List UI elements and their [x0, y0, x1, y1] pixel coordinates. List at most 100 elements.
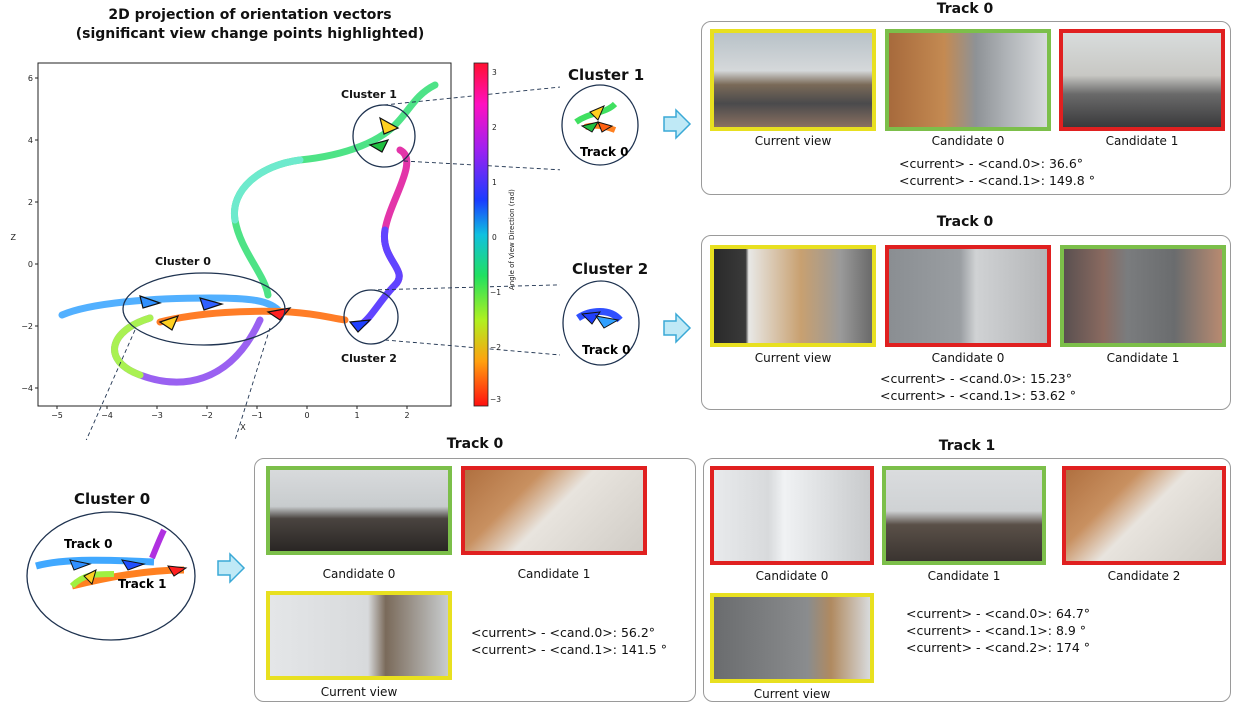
zoom-cluster0-track0: Track 0 — [64, 537, 113, 551]
x-tick: −2 — [201, 411, 213, 420]
zoom-cluster1-title: Cluster 1 — [568, 66, 645, 84]
y-axis-label: Z — [11, 233, 17, 242]
cbar-tick: 3 — [492, 68, 497, 77]
thumb-candidate-0 — [885, 29, 1051, 131]
trajectory-lower-b — [111, 314, 154, 379]
cluster-0-label: Cluster 0 — [155, 255, 211, 268]
x-axis: −5 −4 −3 −2 −1 0 1 2 X — [51, 406, 410, 432]
colorbar-label: Angle of View Direction (rad) — [508, 189, 516, 290]
x-tick: 2 — [404, 411, 409, 420]
thumb-current-view — [266, 591, 452, 680]
thumb-candidate-1 — [882, 466, 1046, 565]
thumb-candidate-0 — [266, 466, 452, 555]
x-tick: −4 — [101, 411, 113, 420]
next-arrow-icon — [663, 312, 692, 344]
panel-3: Candidate 0 Candidate 1 Current view <cu… — [254, 458, 696, 702]
zoom-cluster0: Track 0 Track 1 — [26, 511, 196, 641]
x-tick: −5 — [51, 411, 63, 420]
y-tick: 2 — [28, 198, 33, 207]
next-arrow-icon — [217, 552, 246, 584]
caption-candidate-0: Candidate 0 — [322, 567, 396, 581]
zoom-cluster2: Track 0 — [562, 280, 640, 366]
trajectories — [58, 81, 439, 386]
panel-2-title: Track 0 — [936, 214, 994, 230]
thumb-candidate-0 — [710, 466, 874, 565]
caption-current-view: Current view — [320, 685, 398, 699]
cluster-1-label: Cluster 1 — [341, 88, 397, 101]
caption-candidate-0: Candidate 0 — [931, 134, 1005, 148]
colorbar — [473, 62, 489, 407]
thumb-current-view — [710, 593, 874, 683]
zoom-cluster2-track: Track 0 — [582, 343, 631, 357]
angle-diff-1: <current> - <cand.1>: 141.5 ° — [471, 642, 667, 657]
thumb-candidate-1 — [461, 466, 647, 555]
orientation-plot: −5 −4 −3 −2 −1 0 1 2 X 6 4 2 0 −2 −4 Z — [11, 62, 560, 440]
angle-diff-1: <current> - <cand.1>: 8.9 ° — [906, 623, 1087, 638]
panel-1-title: Track 0 — [936, 1, 994, 17]
angle-diffs: <current> - <cand.0>: 64.7° <current> - … — [906, 605, 1090, 656]
panel-3-title: Track 0 — [446, 436, 504, 452]
angle-diffs: <current> - <cand.0>: 36.6° <current> - … — [899, 155, 1095, 189]
plot-title-line2: (significant view change points highligh… — [75, 26, 425, 42]
thumb-candidate-1 — [1060, 245, 1226, 347]
thumb-current-view — [710, 245, 876, 347]
panel-4-title: Track 1 — [938, 438, 996, 454]
cluster-2-label: Cluster 2 — [341, 352, 397, 365]
angle-diff-0: <current> - <cand.0>: 15.23° — [880, 371, 1072, 386]
caption-current-view: Current view — [753, 687, 831, 701]
x-tick: −3 — [151, 411, 163, 420]
x-tick: 1 — [354, 411, 359, 420]
panel-2: Current view Candidate 0 Candidate 1 <cu… — [701, 235, 1231, 410]
zoom-cluster1: Track 0 — [561, 84, 639, 166]
y-axis: 6 4 2 0 −2 −4 Z — [11, 74, 38, 393]
cluster-0-circle — [122, 272, 286, 346]
angle-diff-2: <current> - <cand.2>: 174 ° — [906, 640, 1091, 655]
next-arrow-icon — [663, 108, 692, 140]
cbar-tick: −2 — [490, 343, 501, 352]
caption-candidate-2: Candidate 2 — [1107, 569, 1181, 583]
caption-candidate-1: Candidate 1 — [517, 567, 591, 581]
angle-diffs: <current> - <cand.0>: 56.2° <current> - … — [471, 624, 667, 658]
y-tick: 0 — [28, 260, 33, 269]
angle-diff-0: <current> - <cand.0>: 36.6° — [899, 156, 1084, 171]
zoom-cluster1-track: Track 0 — [580, 145, 629, 159]
cbar-tick: −3 — [490, 395, 501, 404]
caption-candidate-1: Candidate 1 — [1105, 134, 1179, 148]
colorbar-ticks: 3 2 1 0 −1 −2 −3 — [490, 68, 501, 404]
angle-diff-1: <current> - <cand.1>: 53.62 ° — [880, 388, 1076, 403]
zoom-connectors — [85, 86, 560, 440]
trajectory-left — [58, 294, 284, 319]
cbar-tick: −1 — [490, 288, 501, 297]
trajectory-mid — [156, 307, 349, 326]
plot-title: 2D projection of orientation vectors (si… — [30, 6, 470, 44]
plot-title-line1: 2D projection of orientation vectors — [108, 7, 392, 23]
cbar-tick: 1 — [492, 178, 497, 187]
cbar-tick: 2 — [492, 123, 497, 132]
caption-current-view: Current view — [754, 134, 832, 148]
caption-candidate-1: Candidate 1 — [1106, 351, 1180, 365]
zoom-cluster0-title: Cluster 0 — [74, 490, 151, 508]
x-tick: −1 — [251, 411, 263, 420]
trajectory-upper-b — [230, 156, 304, 224]
caption-candidate-0: Candidate 0 — [755, 569, 829, 583]
x-axis-label: X — [240, 423, 246, 432]
y-tick: −4 — [21, 384, 33, 393]
caption-candidate-0: Candidate 0 — [931, 351, 1005, 365]
thumb-candidate-1 — [1059, 29, 1225, 131]
plot-frame — [37, 62, 452, 407]
zoom-cluster2-title: Cluster 2 — [572, 260, 649, 278]
angle-diff-1: <current> - <cand.1>: 149.8 ° — [899, 173, 1095, 188]
y-tick: 6 — [28, 74, 33, 83]
zoom-cluster0-track1: Track 1 — [118, 577, 167, 591]
angle-diff-0: <current> - <cand.0>: 56.2° — [471, 625, 656, 640]
angle-diffs: <current> - <cand.0>: 15.23° <current> -… — [880, 370, 1076, 404]
panel-4: Candidate 0 Candidate 1 Candidate 2 Curr… — [703, 458, 1231, 702]
thumb-current-view — [710, 29, 876, 131]
thumb-candidate-2 — [1062, 466, 1226, 565]
trajectory-right-b — [356, 226, 403, 329]
angle-diff-0: <current> - <cand.0>: 64.7° — [906, 606, 1091, 621]
cbar-tick: 0 — [492, 233, 497, 242]
panel-1: Current view Candidate 0 Candidate 1 <cu… — [701, 21, 1231, 195]
y-tick: −2 — [21, 322, 33, 331]
y-tick: 4 — [28, 136, 33, 145]
